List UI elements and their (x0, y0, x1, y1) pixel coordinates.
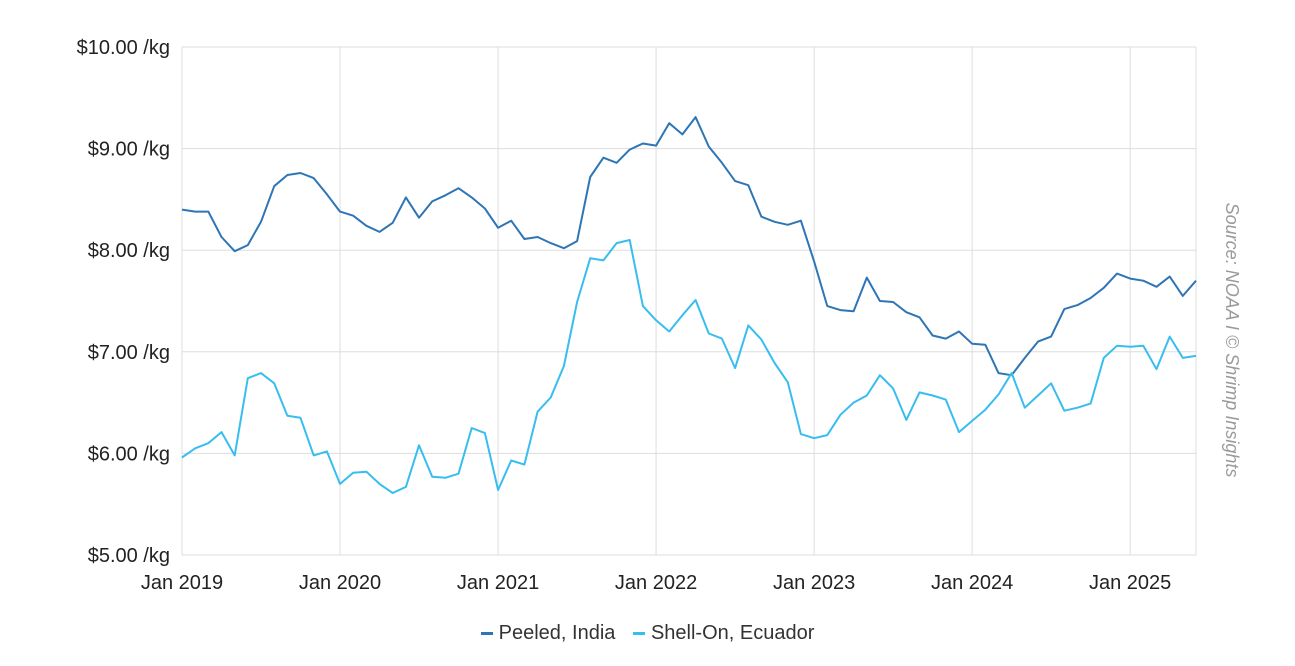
y-tick-label: $6.00 /kg (88, 443, 170, 465)
source-annotation: Source: NOAA I © Shrimp Insights (1222, 203, 1242, 478)
x-tick-label: Jan 2022 (615, 572, 697, 594)
y-tick-label: $5.00 /kg (88, 545, 170, 567)
legend-swatch-series-1 (632, 632, 645, 636)
grid-lines (181, 46, 1197, 556)
legend-label-series-1: Shell-On, Ecuador (650, 622, 815, 644)
series-lines (181, 116, 1197, 494)
x-axis-labels: Jan 2019 Jan 2020 Jan 2021 Jan 2022 Jan 2023… (141, 572, 1171, 594)
legend-item-series-0: Peeled, India (480, 622, 616, 645)
series-line-1 (181, 239, 1197, 494)
x-tick-label: Jan 2020 (299, 572, 381, 594)
y-tick-label: $10.00 /kg (77, 37, 170, 59)
x-tick-label: Jan 2023 (773, 572, 855, 594)
x-tick-label: Jan 2019 (141, 572, 223, 594)
y-tick-label: $7.00 /kg (88, 342, 170, 364)
legend-item-series-1: Shell-On, Ecuador (632, 622, 815, 645)
x-tick-label: Jan 2024 (931, 572, 1013, 594)
x-tick-label: Jan 2021 (457, 572, 539, 594)
legend-swatch-series-0 (480, 632, 493, 636)
x-tick-label: Jan 2025 (1089, 572, 1171, 594)
chart-legend: Peeled, India Shell-On, Ecuador (0, 622, 1295, 645)
legend-label-series-0: Peeled, India (498, 622, 616, 644)
y-tick-label: $9.00 /kg (88, 139, 170, 161)
y-tick-label: $8.00 /kg (88, 240, 170, 262)
y-axis-labels: $10.00 /kg $9.00 /kg $8.00 /kg $7.00 /kg $6.… (77, 37, 170, 567)
series-line-0 (181, 116, 1197, 377)
